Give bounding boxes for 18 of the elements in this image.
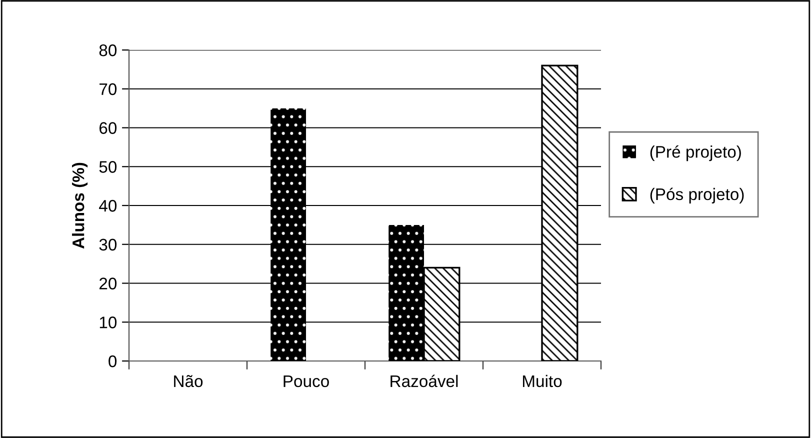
x-tick-label: Não: [174, 375, 203, 388]
legend-label: (Pós projeto): [650, 188, 744, 204]
x-tick-label: Razoável: [390, 374, 458, 388]
bar: [270, 108, 306, 361]
x-tick-label: Muito: [522, 374, 562, 388]
y-tick-label: 20: [99, 278, 117, 290]
bar: [388, 224, 424, 361]
y-tick-label: 50: [99, 161, 117, 173]
y-tick-label: 80: [99, 44, 117, 56]
y-tick-label: 30: [99, 238, 117, 251]
y-tick-label: 10: [100, 316, 117, 328]
y-tick-label: 0: [108, 355, 117, 368]
legend-label: (Pré projeto): [650, 145, 741, 162]
y-axis-title: Alunos (%): [72, 162, 88, 249]
y-tick-label: 70: [100, 83, 117, 96]
x-tick-label: Pouco: [284, 376, 329, 388]
y-tick-label: 60: [100, 122, 117, 134]
y-tick-label: 40: [99, 200, 117, 212]
